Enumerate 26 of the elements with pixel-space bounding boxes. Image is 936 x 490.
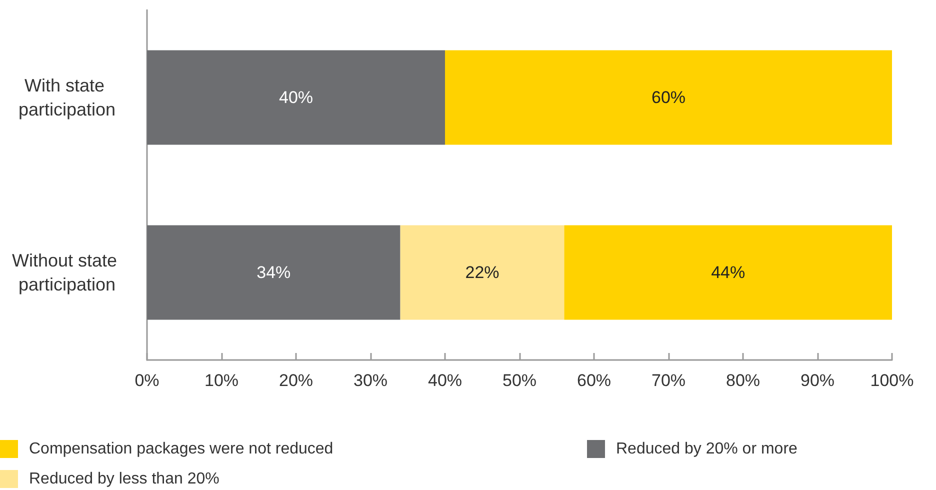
data-label: 22% bbox=[465, 263, 500, 282]
legend-label: Reduced by 20% or more bbox=[616, 440, 798, 458]
data-label: 34% bbox=[256, 263, 291, 282]
y-tick-label: With state participation bbox=[18, 76, 116, 120]
x-tick-label: 50% bbox=[502, 371, 537, 390]
bar bbox=[564, 225, 892, 320]
x-tick-label: 70% bbox=[651, 371, 686, 390]
x-tick-label: 30% bbox=[353, 371, 388, 390]
y-tick-label: Without state participation bbox=[12, 250, 122, 294]
x-tick-label: 80% bbox=[726, 371, 760, 390]
data-label: 40% bbox=[278, 88, 314, 107]
data-label: 44% bbox=[711, 263, 746, 282]
data-label: 60% bbox=[651, 88, 686, 107]
bar bbox=[445, 50, 892, 145]
x-tick-label: 100% bbox=[870, 371, 914, 390]
legend-label: Compensation packages were not reduced bbox=[29, 440, 334, 458]
bar bbox=[147, 225, 400, 320]
x-tick-label: 20% bbox=[278, 371, 314, 390]
legend-label: Reduced by less than 20% bbox=[29, 470, 220, 488]
x-tick-label: 10% bbox=[204, 371, 239, 390]
bar bbox=[147, 50, 445, 145]
x-tick-label: 40% bbox=[428, 371, 462, 390]
bar bbox=[400, 225, 564, 320]
x-tick-label: 60% bbox=[576, 371, 612, 390]
x-tick-label: 90% bbox=[800, 371, 835, 390]
x-tick-label: 0% bbox=[134, 371, 160, 390]
